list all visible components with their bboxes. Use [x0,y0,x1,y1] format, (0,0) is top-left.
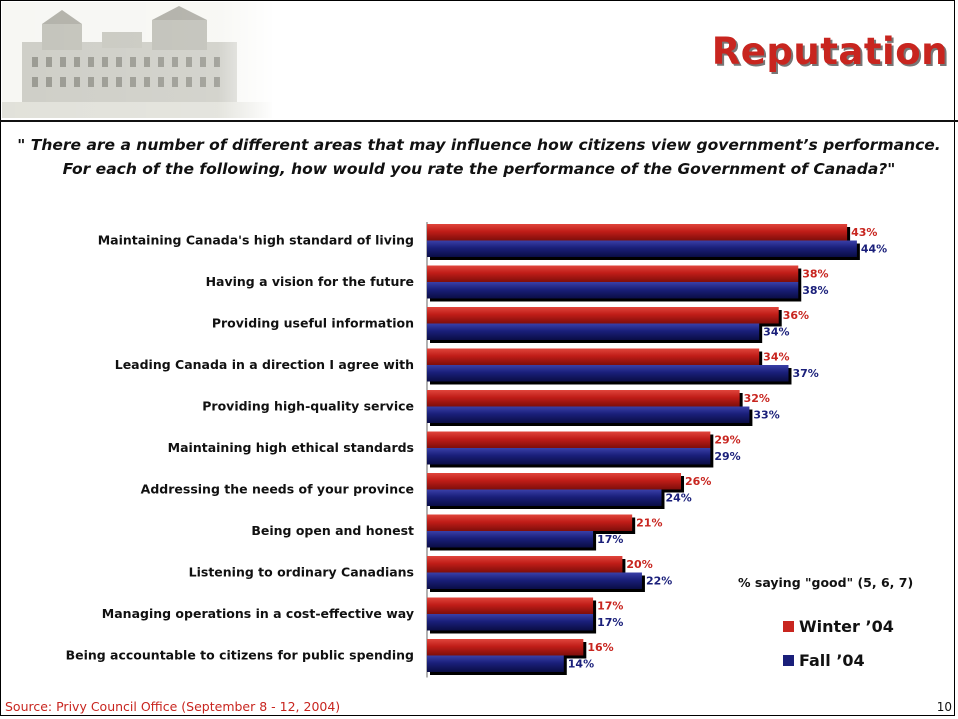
bar-winter [427,307,779,324]
bar-winter [427,348,760,365]
bar-fall [427,365,789,382]
bar-winter [427,597,594,614]
bar-fall [427,489,662,506]
legend-winter: Winter ’04 [783,617,894,636]
header-divider [0,120,958,122]
data-label-fall: 44% [861,243,887,256]
data-label-winter: 32% [744,392,770,405]
data-label-winter: 34% [763,351,789,364]
legend-fall-label: Fall ’04 [799,651,865,670]
legend-winter-swatch [783,621,794,632]
category-label: Listening to ordinary Canadians [189,565,414,580]
data-label-winter: 26% [685,475,711,488]
bar-fall [427,531,594,548]
chart-plot-area: Maintaining Canada's high standard of li… [66,222,887,678]
data-label-fall: 17% [597,616,623,629]
category-label: Leading Canada in a direction I agree wi… [115,357,414,372]
bar-fall [427,614,594,631]
category-label: Addressing the needs of your province [141,482,414,497]
data-label-fall: 24% [665,492,691,505]
data-label-fall: 33% [753,409,779,422]
bar-winter [427,473,682,490]
bar-winter [427,431,711,448]
category-label: Providing useful information [212,316,414,331]
page-number: 10 [936,700,952,714]
bar-winter [427,556,623,573]
bar-fall [427,282,799,299]
bar-fall [427,406,750,423]
data-label-fall: 14% [568,658,594,671]
data-label-winter: 16% [587,641,613,654]
chart-note: % saying "good" (5, 6, 7) [738,575,914,590]
bar-winter [427,265,799,282]
bar-winter [427,390,740,407]
category-label: Maintaining Canada's high standard of li… [98,233,414,248]
data-label-winter: 43% [851,226,877,239]
data-label-winter: 29% [714,434,740,447]
bar-fall [427,323,760,340]
category-label: Providing high-quality service [202,399,414,414]
data-label-winter: 20% [626,558,652,571]
building-photo [2,2,272,118]
data-label-winter: 36% [783,309,809,322]
legend-fall: Fall ’04 [783,651,865,670]
data-label-fall: 38% [802,284,828,297]
category-label: Having a vision for the future [206,274,414,289]
data-label-fall: 17% [597,533,623,546]
legend-fall-swatch [783,655,794,666]
bar-winter [427,639,584,656]
category-label: Being open and honest [251,523,414,538]
data-label-winter: 21% [636,517,662,530]
bar-fall [427,655,564,672]
category-label: Maintaining high ethical standards [168,440,414,455]
legend-winter-label: Winter ’04 [799,617,894,636]
bar-winter [427,514,633,531]
bar-fall [427,240,857,257]
category-label: Managing operations in a cost-effective … [102,606,414,621]
parliament-building-image [2,2,272,118]
data-label-fall: 29% [714,450,740,463]
data-label-winter: 38% [802,268,828,281]
bar-fall [427,448,711,465]
question-line-1: " There are a number of different areas … [17,136,941,154]
bar-fall [427,572,642,589]
data-label-fall: 22% [646,575,672,588]
slide-title: Reputation [711,30,948,73]
category-label: Being accountable to citizens for public… [66,648,414,663]
source-note: Source: Privy Council Office (September … [5,699,341,714]
data-label-winter: 17% [597,600,623,613]
data-label-fall: 37% [792,367,818,380]
survey-question: " There are a number of different areas … [0,133,958,181]
bar-winter [427,224,848,241]
question-line-2: For each of the following, how would you… [62,160,896,178]
data-label-fall: 34% [763,326,789,339]
